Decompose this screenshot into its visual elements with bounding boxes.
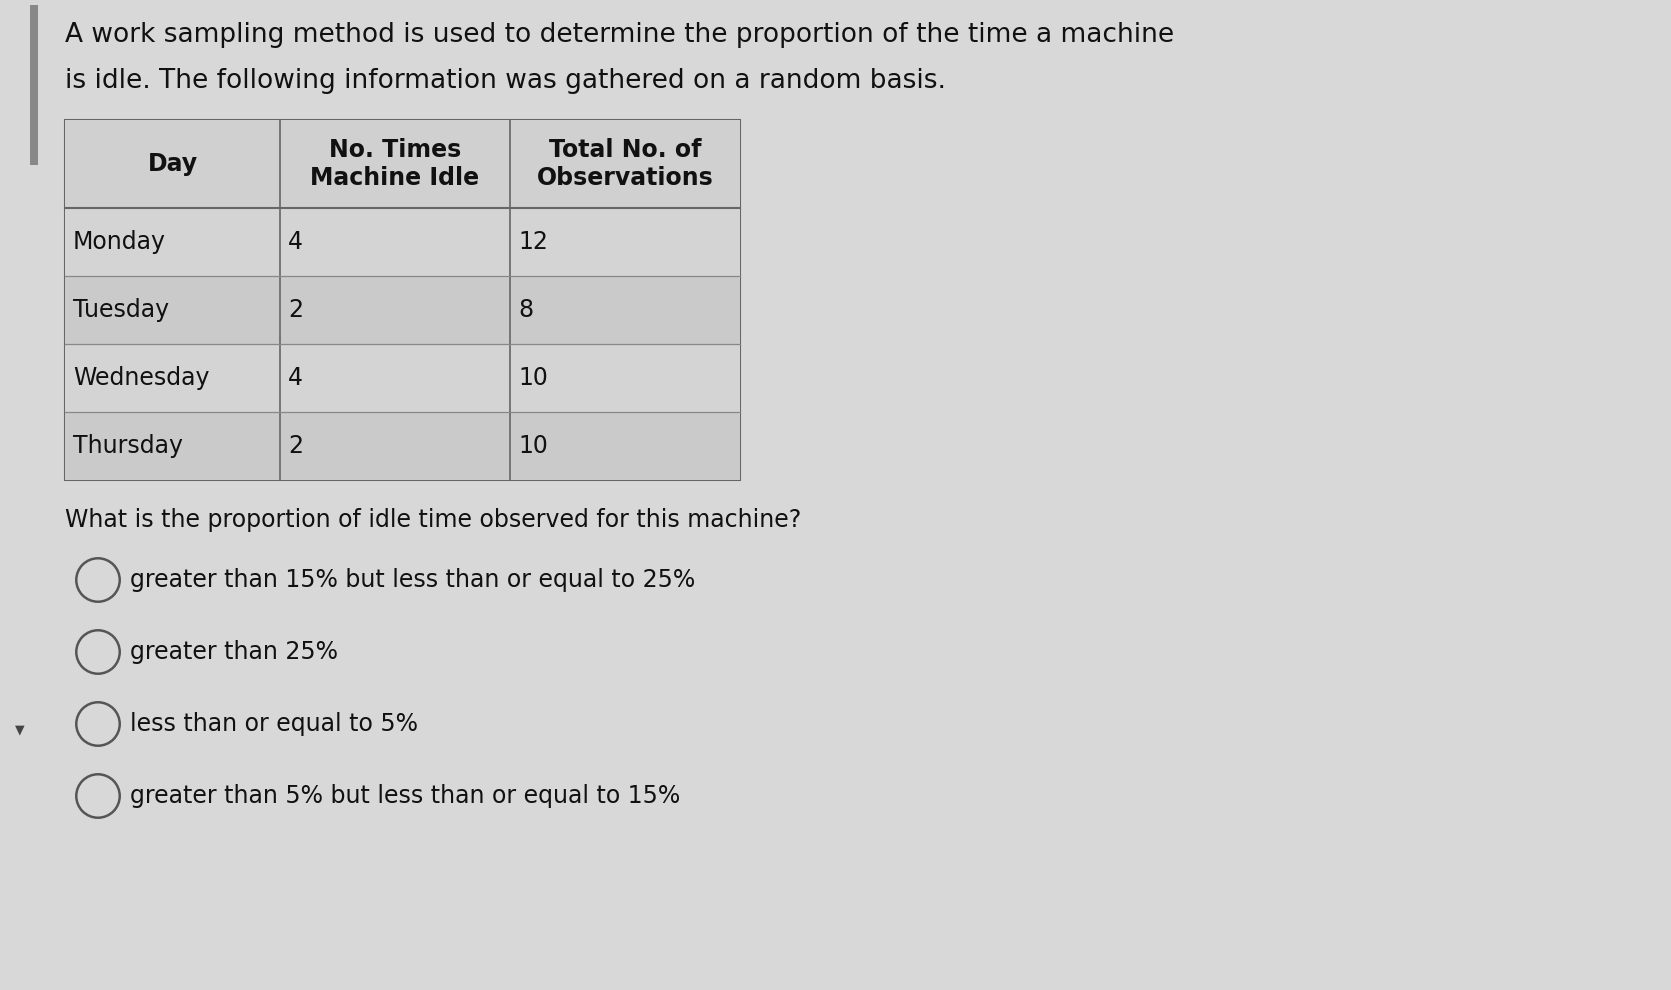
Text: 2: 2 [287,298,302,322]
Text: greater than 25%: greater than 25% [130,640,338,664]
Text: 4: 4 [287,230,302,254]
Bar [65,276,740,344]
Text: ▼: ▼ [15,724,25,737]
Bar [65,344,740,412]
Bar [65,120,740,208]
Text: Tuesday: Tuesday [74,298,169,322]
Text: Thursday: Thursday [74,434,184,458]
Text: 4: 4 [287,366,302,390]
Text: 12: 12 [518,230,548,254]
Text: 10: 10 [518,434,548,458]
Bar [30,5,38,165]
Bar [65,208,740,276]
Text: Monday: Monday [74,230,165,254]
Text: A work sampling method is used to determine the proportion of the time a machine: A work sampling method is used to determ… [65,22,1175,48]
Text: Total No. of
Observations: Total No. of Observations [536,138,714,190]
Text: greater than 5% but less than or equal to 15%: greater than 5% but less than or equal t… [130,784,680,808]
Text: Day: Day [147,152,197,176]
Bar [65,120,740,480]
Text: 2: 2 [287,434,302,458]
Text: Wednesday: Wednesday [74,366,209,390]
Text: No. Times
Machine Idle: No. Times Machine Idle [311,138,480,190]
Text: 8: 8 [518,298,533,322]
Text: 10: 10 [518,366,548,390]
Text: greater than 15% but less than or equal to 25%: greater than 15% but less than or equal … [130,568,695,592]
Text: less than or equal to 5%: less than or equal to 5% [130,712,418,736]
Bar [65,412,740,480]
Text: is idle. The following information was gathered on a random basis.: is idle. The following information was g… [65,68,946,94]
Text: What is the proportion of idle time observed for this machine?: What is the proportion of idle time obse… [65,508,802,532]
